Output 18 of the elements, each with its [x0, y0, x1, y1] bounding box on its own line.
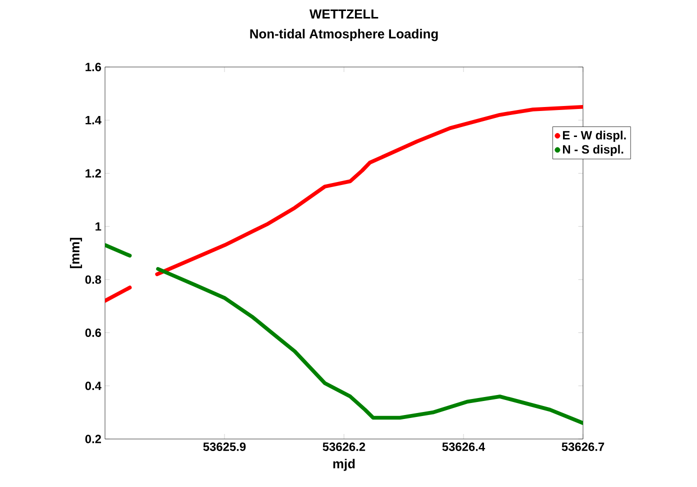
chart-subtitle: Non-tidal Atmosphere Loading — [250, 28, 438, 42]
y-tick-label: 1.2 — [86, 169, 102, 178]
y-tick-label: 1.6 — [86, 62, 102, 72]
x-axis-title: mjd — [333, 458, 355, 471]
y-tick-label: 1.4 — [86, 116, 102, 124]
y-tick-label: 0.8 — [85, 275, 102, 284]
x-tick-label: 53626.4 — [442, 442, 486, 452]
x-tick-label: 53626.2 — [322, 442, 366, 452]
y-tick-label: 0.6 — [85, 328, 102, 337]
x-tick-label: 53626.7 — [562, 442, 604, 452]
y-tick-label: 1 — [96, 222, 102, 231]
legend-label: N - S displ. — [562, 144, 624, 156]
y-tick-label: 0.2 — [85, 434, 102, 444]
y-tick-label: 0.4 — [85, 382, 102, 390]
y-axis-title: [mm] — [70, 238, 82, 268]
x-tick-label: 53625.9 — [203, 442, 246, 452]
legend-label: E - W displ. — [562, 130, 626, 142]
chart-title: WETTZELL — [309, 10, 378, 18]
